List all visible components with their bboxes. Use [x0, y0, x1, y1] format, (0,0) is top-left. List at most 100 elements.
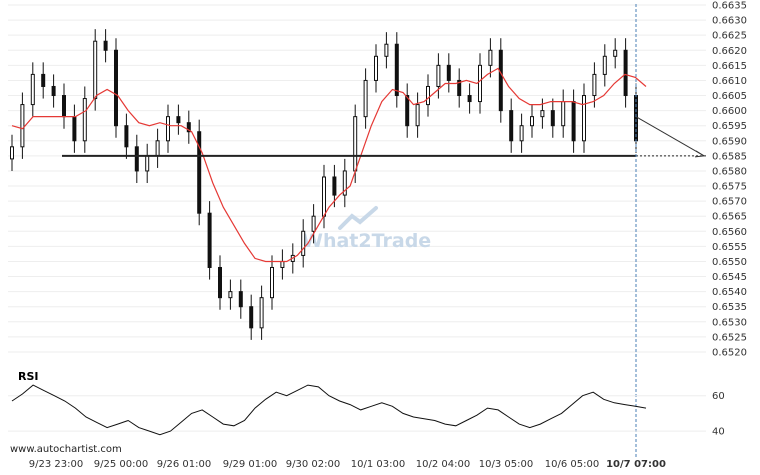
price-tick-label: 0.6590 — [712, 136, 747, 147]
price-tick-label: 0.6540 — [712, 287, 747, 298]
candle — [478, 53, 482, 114]
price-tick-label: 0.6610 — [712, 76, 747, 87]
candle — [571, 89, 576, 153]
price-tick-label: 0.6620 — [712, 46, 747, 57]
candle — [114, 38, 118, 138]
price-tick-label: 0.6635 — [712, 1, 747, 12]
price-tick-label: 0.6600 — [712, 106, 747, 117]
time-tick-label: 9/25 00:00 — [94, 459, 148, 470]
candle — [270, 255, 274, 310]
price-tick-label: 0.6630 — [712, 16, 747, 27]
grid-lines — [8, 4, 706, 353]
rsi-tick-label: 60 — [712, 391, 725, 402]
candle — [197, 119, 202, 226]
candle — [72, 104, 77, 153]
watermark-text-trade: Trade — [372, 230, 432, 252]
watermark-arrow-icon — [338, 206, 378, 230]
ma-line — [11, 67, 647, 263]
time-tick-label: 10/3 05:00 — [479, 459, 533, 470]
rsi-line — [11, 384, 647, 436]
site-url: www.autochartist.com — [10, 444, 122, 455]
candle — [218, 255, 222, 310]
candle — [634, 83, 638, 153]
candle — [62, 83, 66, 129]
candle — [238, 279, 243, 319]
candle — [540, 98, 545, 129]
candle — [82, 86, 87, 153]
candle — [51, 74, 56, 108]
time-tick-label: 9/29 01:00 — [223, 459, 277, 470]
candle — [10, 134, 14, 171]
rsi-panel: RSI 60 40 — [8, 370, 725, 438]
time-tick-label: 9/26 01:00 — [157, 459, 211, 470]
candle — [176, 104, 181, 135]
price-tick-label: 0.6580 — [712, 166, 747, 177]
candle — [613, 38, 618, 69]
candle — [134, 134, 139, 184]
price-tick-label: 0.6520 — [712, 347, 747, 358]
time-tick-label: 10/6 05:00 — [545, 459, 599, 470]
time-tick-label: 10/2 04:00 — [416, 459, 470, 470]
candle — [405, 83, 410, 138]
watermark-text-what: What — [302, 230, 358, 252]
time-tick-label: 10/1 03:00 — [351, 459, 405, 470]
candle — [124, 113, 129, 159]
moving-average-line — [11, 67, 647, 263]
candle — [446, 53, 451, 93]
price-tick-label: 0.6535 — [712, 302, 747, 313]
price-tick-label: 0.6565 — [712, 212, 747, 223]
candle — [322, 164, 326, 229]
candle — [457, 68, 462, 108]
watermark-text-2: 2 — [358, 230, 371, 252]
candle — [519, 113, 524, 153]
price-tick-label: 0.6555 — [712, 242, 747, 253]
candle — [582, 83, 586, 153]
price-tick-label: 0.6575 — [712, 182, 747, 193]
candle — [186, 110, 191, 144]
price-tick-label: 0.6530 — [712, 317, 747, 328]
candle — [561, 89, 566, 138]
candle — [426, 74, 430, 117]
svg-text:What2Trade: What2Trade — [302, 230, 431, 252]
candle — [207, 201, 212, 280]
candle — [342, 158, 347, 208]
time-tick-label: 9/23 23:00 — [29, 459, 83, 470]
support-level — [62, 116, 706, 158]
price-tick-label: 0.6550 — [712, 257, 747, 268]
rsi-title: RSI — [18, 370, 39, 383]
candle — [415, 92, 420, 138]
candle — [166, 104, 170, 153]
candle — [509, 98, 514, 153]
candlestick-series — [10, 29, 638, 340]
candle — [249, 294, 254, 340]
candle — [145, 143, 150, 184]
candle — [301, 219, 306, 268]
price-tick-label: 0.6570 — [712, 197, 747, 208]
price-axis: 0.6635 0.6630 0.6625 0.6620 0.6615 0.6610 0.66… — [712, 1, 747, 359]
candle — [394, 32, 399, 108]
rsi-tick-label: 40 — [712, 427, 725, 438]
price-tick-label: 0.6560 — [712, 227, 747, 238]
time-tick-label: 10/7 07:00 — [606, 459, 666, 470]
candle — [602, 44, 607, 87]
candle — [228, 279, 233, 310]
candle — [488, 38, 493, 78]
candle — [363, 68, 368, 129]
candle — [530, 104, 534, 138]
time-tick-label: 9/30 02:00 — [286, 459, 340, 470]
candle — [592, 62, 597, 108]
candle — [311, 204, 316, 244]
candle — [332, 164, 337, 208]
price-tick-label: 0.6625 — [712, 31, 747, 42]
price-tick-label: 0.6585 — [712, 151, 747, 162]
candle — [498, 38, 503, 123]
candle — [155, 128, 160, 168]
forecast-line — [635, 116, 705, 157]
candle — [41, 62, 46, 99]
candle — [436, 53, 441, 99]
candle — [259, 285, 264, 340]
price-tick-label: 0.6595 — [712, 121, 747, 132]
candle — [550, 98, 555, 138]
candle — [103, 29, 108, 63]
candle — [623, 38, 628, 108]
